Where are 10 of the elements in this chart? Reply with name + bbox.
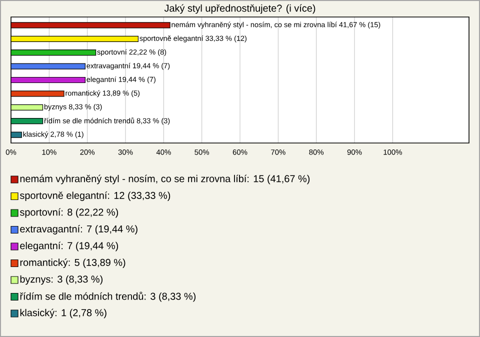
text: extravagantní: 7 (19,44 %)	[20, 225, 138, 234]
text: nemám vyhraněný styl - nosím, co se mi zrovna líbí: 15 (41,67 %)	[20, 174, 310, 184]
text: sportovní: 8 (22,22 %)	[20, 208, 118, 218]
text: romantický: 5 (13,89 %)	[20, 258, 126, 268]
text: klasický: 1 (2,78 %)	[20, 308, 106, 318]
chart-title: Jaký styl upřednostňujete? (i více)	[164, 4, 316, 14]
text: řídím se dle módních trendů: 3 (8,33 %)	[20, 292, 196, 302]
text: sportovně elegantní: 12 (33,33 %)	[20, 192, 170, 201]
text: elegantní: 7 (19,44 %)	[20, 242, 118, 252]
text: byznys: 3 (8,33 %)	[20, 275, 102, 285]
